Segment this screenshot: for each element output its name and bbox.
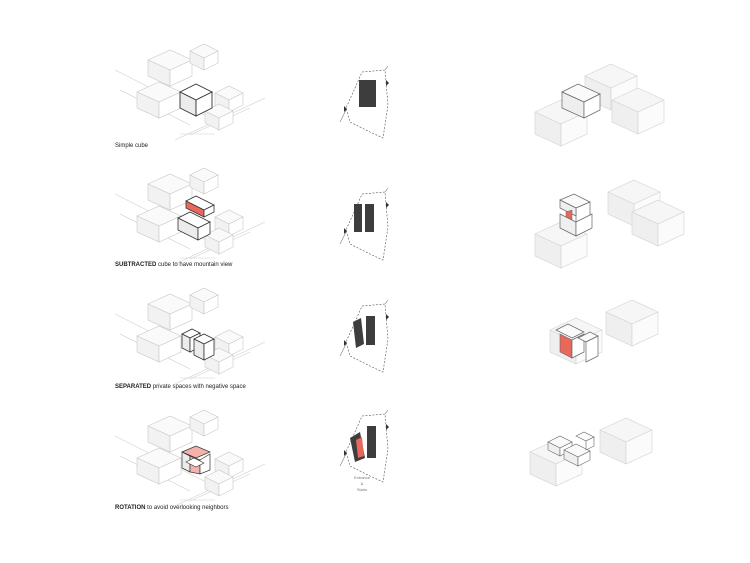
row-1-perspective [534,63,665,147]
caption-simple-cube: Simple cube [115,143,148,149]
caption-3-bold: SEPARATED [115,384,152,390]
row-4-perspective [529,417,653,487]
caption-1-text: Simple cube [115,143,149,149]
plan-note-line-1: Entrance [354,475,371,480]
caption-subtracted: SUBTRACTED cube to have mountain view [115,262,232,268]
caption-rotation: ROTATION to avoid overlooking neighbors [115,505,229,511]
row-1-plan [339,65,390,139]
row-4-plan [339,409,390,483]
caption-4-bold: ROTATION [115,505,146,511]
caption-3-text: private spaces with negative space [151,384,246,390]
row-3-mass [181,328,215,361]
caption-2-bold: SUBTRACTED [115,262,157,268]
plan-note-line-2: & [361,481,364,486]
row-2-mass [177,195,215,241]
row-4-mass [181,445,211,475]
row-2-perspective [534,179,685,269]
caption-separated: SEPARATED private spaces with negative s… [115,384,246,390]
row-1-mass [178,83,214,117]
row-3-plan [339,299,390,373]
row-3-perspective [549,299,659,365]
caption-2-text: cube to have mountain view [156,262,233,268]
plan-note-line-3: Stairs [357,487,367,492]
row-2-plan [339,187,390,261]
caption-4-text: to avoid overlooking neighbors [145,505,229,511]
